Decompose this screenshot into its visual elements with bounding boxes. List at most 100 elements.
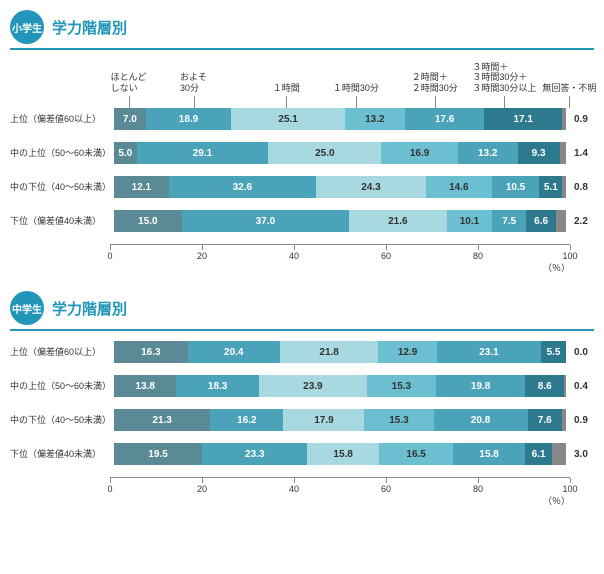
bar-segment: 6.6 (526, 210, 556, 232)
axis-tick-label: 20 (197, 251, 207, 261)
bar-segment (552, 443, 566, 465)
axis-tick-label: 20 (197, 484, 207, 494)
bar-segment (562, 409, 566, 431)
outside-value: 0.4 (574, 381, 594, 392)
bar-segment: 17.1 (484, 108, 561, 130)
outside-value: 2.2 (574, 216, 594, 227)
bar-segment: 21.6 (349, 210, 447, 232)
bar-segment (556, 210, 566, 232)
bar-segment (564, 375, 566, 397)
bar-segment (562, 108, 566, 130)
bar-segment: 5.1 (539, 176, 562, 198)
bar-segment: 17.9 (283, 409, 364, 431)
bar-segment: 13.2 (458, 142, 518, 164)
stacked-bar: 13.818.323.915.319.88.6 (114, 375, 566, 397)
stacked-bar: 5.029.125.016.913.29.3 (114, 142, 566, 164)
axis-unit: （％） (543, 261, 570, 274)
stacked-bar: 16.320.421.812.923.15.5 (114, 341, 566, 363)
axis-tick-label: 80 (473, 251, 483, 261)
bar-segment: 5.5 (541, 341, 566, 363)
bar-segment: 19.8 (436, 375, 525, 397)
bar-segment: 21.8 (280, 341, 379, 363)
stacked-bar: 15.037.021.610.17.56.6 (114, 210, 566, 232)
stacked-bar: 21.316.217.915.320.87.6 (114, 409, 566, 431)
bar-segment: 15.3 (364, 409, 433, 431)
bar-segment: 20.4 (188, 341, 280, 363)
row-label: 上位（偏差値60以上） (10, 347, 114, 358)
section-header: 中学生学力階層別 (10, 291, 594, 331)
outside-value: 0.9 (574, 114, 594, 125)
x-axis: 020406080100（％） (110, 244, 570, 271)
bar-segment: 16.3 (114, 341, 188, 363)
chart-section: 小学生学力階層別ほとんどしないおよそ30分１時間１時間30分２時間＋２時間30分… (10, 10, 594, 271)
section-title: 学力階層別 (52, 298, 127, 319)
outside-value: 3.0 (574, 449, 594, 460)
bar-segment: 7.5 (492, 210, 526, 232)
legend-row: ほとんどしないおよそ30分１時間１時間30分２時間＋２時間30分３時間＋３時間3… (110, 60, 574, 108)
axis-tick-label: 80 (473, 484, 483, 494)
chart-row: 中の上位（50～60未満）5.029.125.016.913.29.31.4 (10, 142, 594, 164)
bar-segment: 7.0 (114, 108, 146, 130)
chart-row: 中の下位（40～50未満）12.132.624.314.610.55.10.8 (10, 176, 594, 198)
bar-segment: 12.9 (378, 341, 436, 363)
bar-segment: 19.5 (114, 443, 202, 465)
bar-segment: 10.1 (447, 210, 493, 232)
bar-segment: 6.1 (525, 443, 553, 465)
bar-segment: 16.2 (210, 409, 283, 431)
bar-segment: 7.6 (528, 409, 562, 431)
axis-tick-label: 40 (289, 484, 299, 494)
row-label: 下位（偏差値40未満） (10, 449, 114, 460)
legend-item: およそ30分 (180, 72, 207, 94)
axis-tick-label: 100 (562, 251, 577, 261)
bar-segment: 20.8 (434, 409, 528, 431)
row-label: 中の下位（40～50未満） (10, 182, 114, 193)
axis-tick-label: 60 (381, 251, 391, 261)
outside-value: 0.8 (574, 182, 594, 193)
chart-row: 下位（偏差値40未満）19.523.315.816.515.86.13.0 (10, 443, 594, 465)
grade-badge: 中学生 (10, 291, 44, 325)
x-axis: 020406080100（％） (110, 477, 570, 504)
chart-row: 中の下位（40～50未満）21.316.217.915.320.87.6 0.9 (10, 409, 594, 431)
bar-segment: 25.1 (231, 108, 345, 130)
bar-segment: 8.6 (525, 375, 564, 397)
bar-segment: 16.5 (379, 443, 454, 465)
axis-tick-label: 40 (289, 251, 299, 261)
row-label: 上位（偏差値60以上） (10, 114, 114, 125)
bar-segment: 12.1 (114, 176, 169, 198)
bar-segment: 16.9 (381, 142, 457, 164)
axis-tick-label: 100 (562, 484, 577, 494)
bar-segment: 23.9 (259, 375, 367, 397)
bar-segment: 15.8 (453, 443, 524, 465)
bar-segment: 17.6 (405, 108, 485, 130)
bar-segment: 25.0 (268, 142, 381, 164)
outside-value: 1.4 (574, 148, 594, 159)
bar-segment: 13.2 (345, 108, 405, 130)
bar-segment: 9.3 (518, 142, 560, 164)
legend-item: １時間30分 (333, 83, 379, 94)
chart-row: 上位（偏差値60以上）16.320.421.812.923.15.5 0.0 (10, 341, 594, 363)
bar-segment: 37.0 (182, 210, 349, 232)
outside-value: 0.0 (574, 347, 594, 358)
bar-segment: 15.3 (367, 375, 436, 397)
legend-item: 無回答・不明 (542, 83, 596, 94)
bar-segment: 29.1 (137, 142, 269, 164)
row-label: 中の下位（40～50未満） (10, 415, 114, 426)
chart-section: 中学生学力階層別上位（偏差値60以上）16.320.421.812.923.15… (10, 291, 594, 504)
legend-item: ほとんどしない (111, 72, 147, 94)
chart-row: 中の上位（50～60未満）13.818.323.915.319.88.60.4 (10, 375, 594, 397)
bar-segment: 18.9 (146, 108, 232, 130)
bar-segment: 23.3 (202, 443, 307, 465)
stacked-bar: 19.523.315.816.515.86.1 (114, 443, 566, 465)
stacked-bar: 7.018.925.113.217.617.1 (114, 108, 566, 130)
bar-segment: 5.0 (114, 142, 137, 164)
axis-unit: （％） (543, 494, 570, 507)
bar-segment: 32.6 (169, 176, 316, 198)
grade-badge: 小学生 (10, 10, 44, 44)
section-header: 小学生学力階層別 (10, 10, 594, 50)
bar-segment: 24.3 (316, 176, 426, 198)
legend-item: ３時間＋３時間30分＋３時間30分以上 (472, 62, 536, 94)
legend-item: ２時間＋２時間30分 (412, 72, 458, 94)
outside-value: 0.9 (574, 415, 594, 426)
axis-tick-label: 0 (107, 251, 112, 261)
chart-row: 下位（偏差値40未満）15.037.021.610.17.56.62.2 (10, 210, 594, 232)
